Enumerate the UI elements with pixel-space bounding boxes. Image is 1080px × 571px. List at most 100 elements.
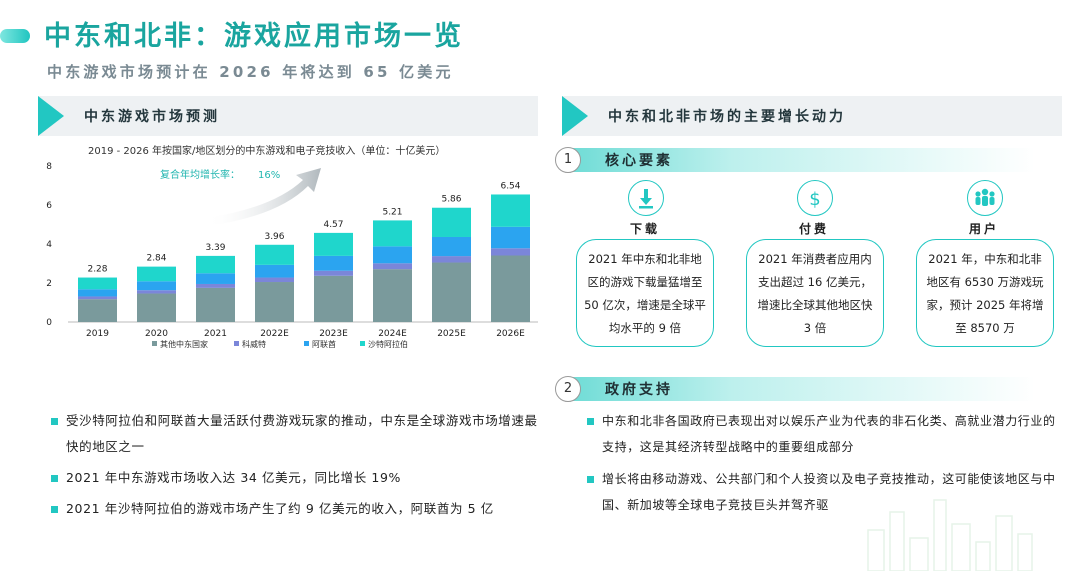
spend-card: 2021 年消费者应用内支出超过 16 亿美元，增速比全球其他地区快 3 倍 (746, 239, 884, 347)
card-title-users: 用户 (968, 222, 999, 236)
legend-label: 沙特阿拉伯 (368, 339, 408, 349)
bar-segment (196, 283, 235, 288)
bar-total-label: 5.21 (382, 207, 402, 217)
bullet-text: 增长将由移动游戏、公共部门和个人投资以及电子竞技推动，这可能使该地区与中国、新加… (602, 472, 1056, 512)
download-card-text: 2021 年中东和北非地区的游戏下载量猛增至 50 亿次，增速是全球平均水平的 … (584, 252, 706, 335)
page-title: 中东和北非：游戏应用市场一览 (44, 21, 464, 52)
bar-segment (137, 290, 176, 294)
bar-total-label: 3.39 (205, 243, 225, 253)
bar-segment (255, 277, 294, 283)
city-skyline-decoration (867, 499, 1033, 571)
download-icon (628, 180, 664, 216)
cagr-label: 复合年均增长率： (160, 168, 240, 181)
right-section-header: 中东和北非市场的主要增长动力 (562, 96, 1062, 136)
bar-segment (432, 207, 471, 237)
bar-segment (432, 256, 471, 263)
users-card: 2021 年，中东和北非地区有 6530 万游戏玩家，预计 2025 年将增至 … (916, 239, 1054, 347)
bar-segment (137, 266, 176, 282)
bar-segment (314, 270, 353, 276)
growth-arrow-icon (206, 168, 321, 226)
header-band (569, 377, 1035, 401)
bullet-text: 中东和北非各国政府已表现出对以娱乐产业为代表的非石化类、高就业潜力行业的支持，这… (602, 414, 1056, 454)
bullet-square-icon (587, 418, 594, 425)
right-bullet-list: 中东和北非各国政府已表现出对以娱乐产业为代表的非石化类、高就业潜力行业的支持，这… (584, 408, 1064, 524)
bar-segment (78, 289, 117, 297)
bar-segment (314, 255, 353, 271)
section-number: 1 (555, 147, 581, 173)
bar-total-label: 5.86 (441, 195, 461, 205)
bar-segment (491, 248, 530, 256)
bullet-square-icon (51, 418, 58, 425)
bar-segment (373, 263, 412, 270)
bar-segment (373, 269, 412, 322)
card-title-download: 下载 (629, 222, 660, 236)
core-factors-header: 1 核心要素 (555, 147, 1035, 173)
bar-segment (255, 264, 294, 278)
x-tick-label: 2019 (86, 329, 109, 339)
page-subtitle: 中东游戏市场预计在 2026 年将达到 65 亿美元 (47, 63, 454, 81)
gov-support-title: 政府支持 (605, 382, 673, 398)
bar-segment (78, 299, 117, 322)
cagr-value: 16% (258, 170, 280, 181)
bar-segment (196, 273, 235, 284)
left-bullet-item: 2021 年中东游戏市场收入达 34 亿美元，同比增长 19% (48, 465, 538, 491)
bar-segment (491, 255, 530, 322)
x-tick-label: 2025E (437, 329, 466, 339)
bar-segment (78, 296, 117, 300)
bullet-square-icon (51, 475, 58, 482)
y-tick-label: 6 (46, 201, 52, 211)
bar-segment (196, 255, 235, 274)
x-tick-label: 2022E (260, 329, 289, 339)
bullet-square-icon (587, 476, 594, 483)
right-bullet-item: 增长将由移动游戏、公共部门和个人投资以及电子竞技推动，这可能使该地区与中国、新加… (584, 466, 1064, 518)
section-number: 2 (555, 376, 581, 402)
bar-segment (137, 293, 176, 322)
bar-segment (255, 282, 294, 322)
bar-segment (78, 277, 117, 290)
bar-segment (314, 275, 353, 322)
x-tick-label: 2026E (496, 329, 525, 339)
right-bullet-item: 中东和北非各国政府已表现出对以娱乐产业为代表的非石化类、高就业潜力行业的支持，这… (584, 408, 1064, 460)
download-card: 2021 年中东和北非地区的游戏下载量猛增至 50 亿次，增速是全球平均水平的 … (576, 239, 714, 347)
core-factors-title: 核心要素 (605, 153, 673, 169)
x-tick-label: 2024E (378, 329, 407, 339)
y-tick-label: 8 (46, 162, 52, 172)
section-triangle-icon (38, 96, 64, 136)
bar-segment (373, 246, 412, 264)
spend-card-text: 2021 年消费者应用内支出超过 16 亿美元，增速比全球其他地区快 3 倍 (757, 252, 873, 335)
card-title-spend: 付费 (798, 222, 829, 236)
legend-swatch (304, 341, 309, 346)
bar-segment (491, 226, 530, 249)
users-card-text: 2021 年，中东和北非地区有 6530 万游戏玩家，预计 2025 年将增至 … (926, 252, 1044, 335)
bar-segment (137, 281, 176, 291)
title-accent-bar (0, 29, 30, 43)
bar-segment (373, 220, 412, 247)
bar-segment (491, 194, 530, 227)
bar-total-label: 6.54 (500, 181, 520, 191)
bar-segment (196, 287, 235, 322)
right-section-title: 中东和北非市场的主要增长动力 (608, 109, 846, 125)
y-tick-label: 0 (46, 318, 52, 328)
legend-swatch (152, 341, 157, 346)
left-bullet-item: 2021 年沙特阿拉伯的游戏市场产生了约 9 亿美元的收入，阿联酋为 5 亿 (48, 496, 538, 522)
bar-total-label: 2.28 (87, 265, 107, 275)
left-section-title: 中东游戏市场预测 (84, 109, 220, 125)
left-section-header: 中东游戏市场预测 (38, 96, 538, 136)
bullet-square-icon (51, 506, 58, 513)
chart-title: 2019 - 2026 年按国家/地区划分的中东游戏和电子竞技收入（单位：十亿美… (88, 146, 446, 157)
left-bullet-list: 受沙特阿拉伯和阿联酋大量活跃付费游戏玩家的推动，中东是全球游戏市场增速最快的地区… (48, 408, 538, 527)
revenue-chart: 复合年均增长率： 16% 0 2 4 6 8 2.28 2019 2.84 2020 3.39 2… (46, 162, 538, 349)
dollar-icon: $ (797, 180, 833, 216)
legend-swatch (360, 341, 365, 346)
bullet-text: 2021 年沙特阿拉伯的游戏市场产生了约 9 亿美元的收入，阿联酋为 5 亿 (66, 501, 494, 516)
legend-label: 阿联酋 (312, 339, 336, 349)
legend-label: 科威特 (242, 339, 266, 349)
users-icon (967, 180, 1003, 216)
bar-segment (432, 236, 471, 257)
bar-total-label: 3.96 (264, 232, 284, 242)
bar-segment (255, 244, 294, 265)
svg-text:$: $ (809, 189, 820, 210)
header-band (569, 148, 1035, 172)
bar-total-label: 2.84 (146, 254, 166, 264)
bullet-text: 受沙特阿拉伯和阿联酋大量活跃付费游戏玩家的推动，中东是全球游戏市场增速最快的地区… (66, 413, 538, 454)
